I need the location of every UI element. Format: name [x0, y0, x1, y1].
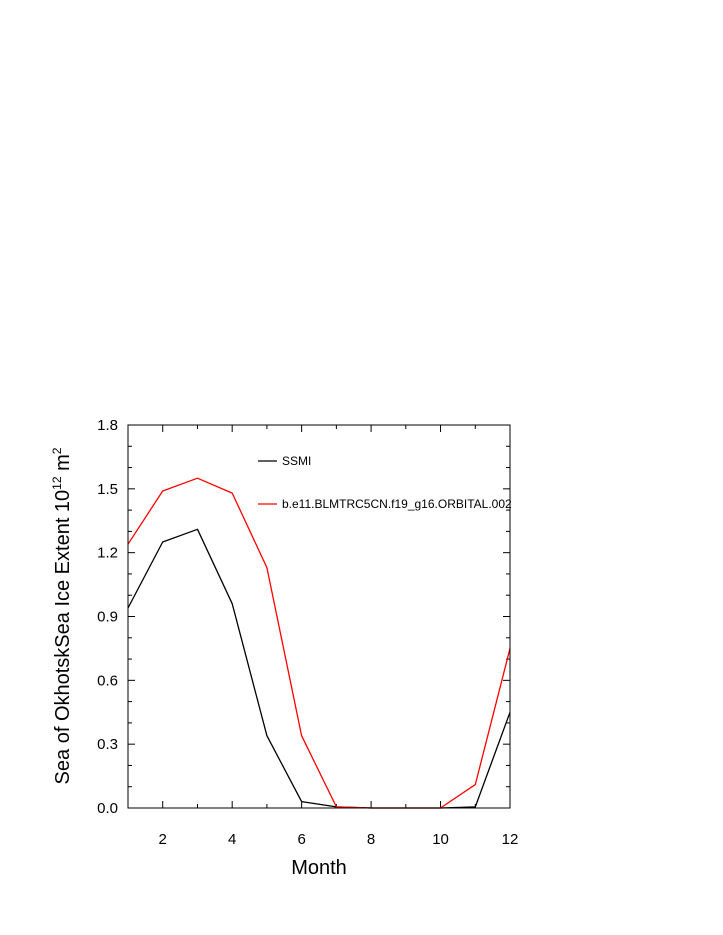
series-line-orbital	[127, 477, 511, 809]
y-tick-label: 0.9	[97, 609, 118, 626]
y-tick-label: 1.8	[97, 417, 118, 434]
x-tick-label: 6	[297, 831, 305, 848]
y-axis-title-text: Sea of OkhotskSea Ice Extent 10	[52, 490, 74, 785]
legend-label: b.e11.BLMTRC5CN.f19_g16.ORBITAL.002	[282, 497, 512, 511]
y-axis-title-exponent: 12	[50, 476, 64, 490]
y-tick-label: 1.5	[97, 481, 118, 498]
plot-frame	[127, 424, 511, 809]
x-tick-label: 12	[502, 831, 519, 848]
x-tick-label: 4	[228, 831, 236, 848]
x-tick-label: 10	[432, 831, 449, 848]
tick-labels: 2 4 6 8 10 12 0.0 0.3 0.6 0.9 1.2 1.5 1.8	[97, 417, 518, 848]
legend: SSMI b.e11.BLMTRC5CN.f19_g16.ORBITAL.002	[258, 454, 512, 511]
x-axis-title: Month	[291, 857, 347, 879]
series-line-ssmi	[127, 528, 511, 809]
legend-label: SSMI	[282, 454, 311, 468]
x-tick-label: 2	[159, 831, 167, 848]
x-tick-label: 8	[367, 831, 375, 848]
y-tick-label: 1.2	[97, 545, 118, 562]
y-axis-title: Sea of OkhotskSea Ice Extent 1012 m2	[50, 447, 74, 784]
series-layer	[127, 477, 511, 809]
y-tick-label: 0.0	[97, 800, 118, 817]
y-axis-title-unit: m	[52, 454, 74, 476]
y-tick-label: 0.6	[97, 672, 118, 689]
minor-ticks	[127, 425, 510, 808]
y-axis-title-unit-exponent: 2	[50, 447, 64, 454]
y-tick-label: 0.3	[97, 736, 118, 753]
